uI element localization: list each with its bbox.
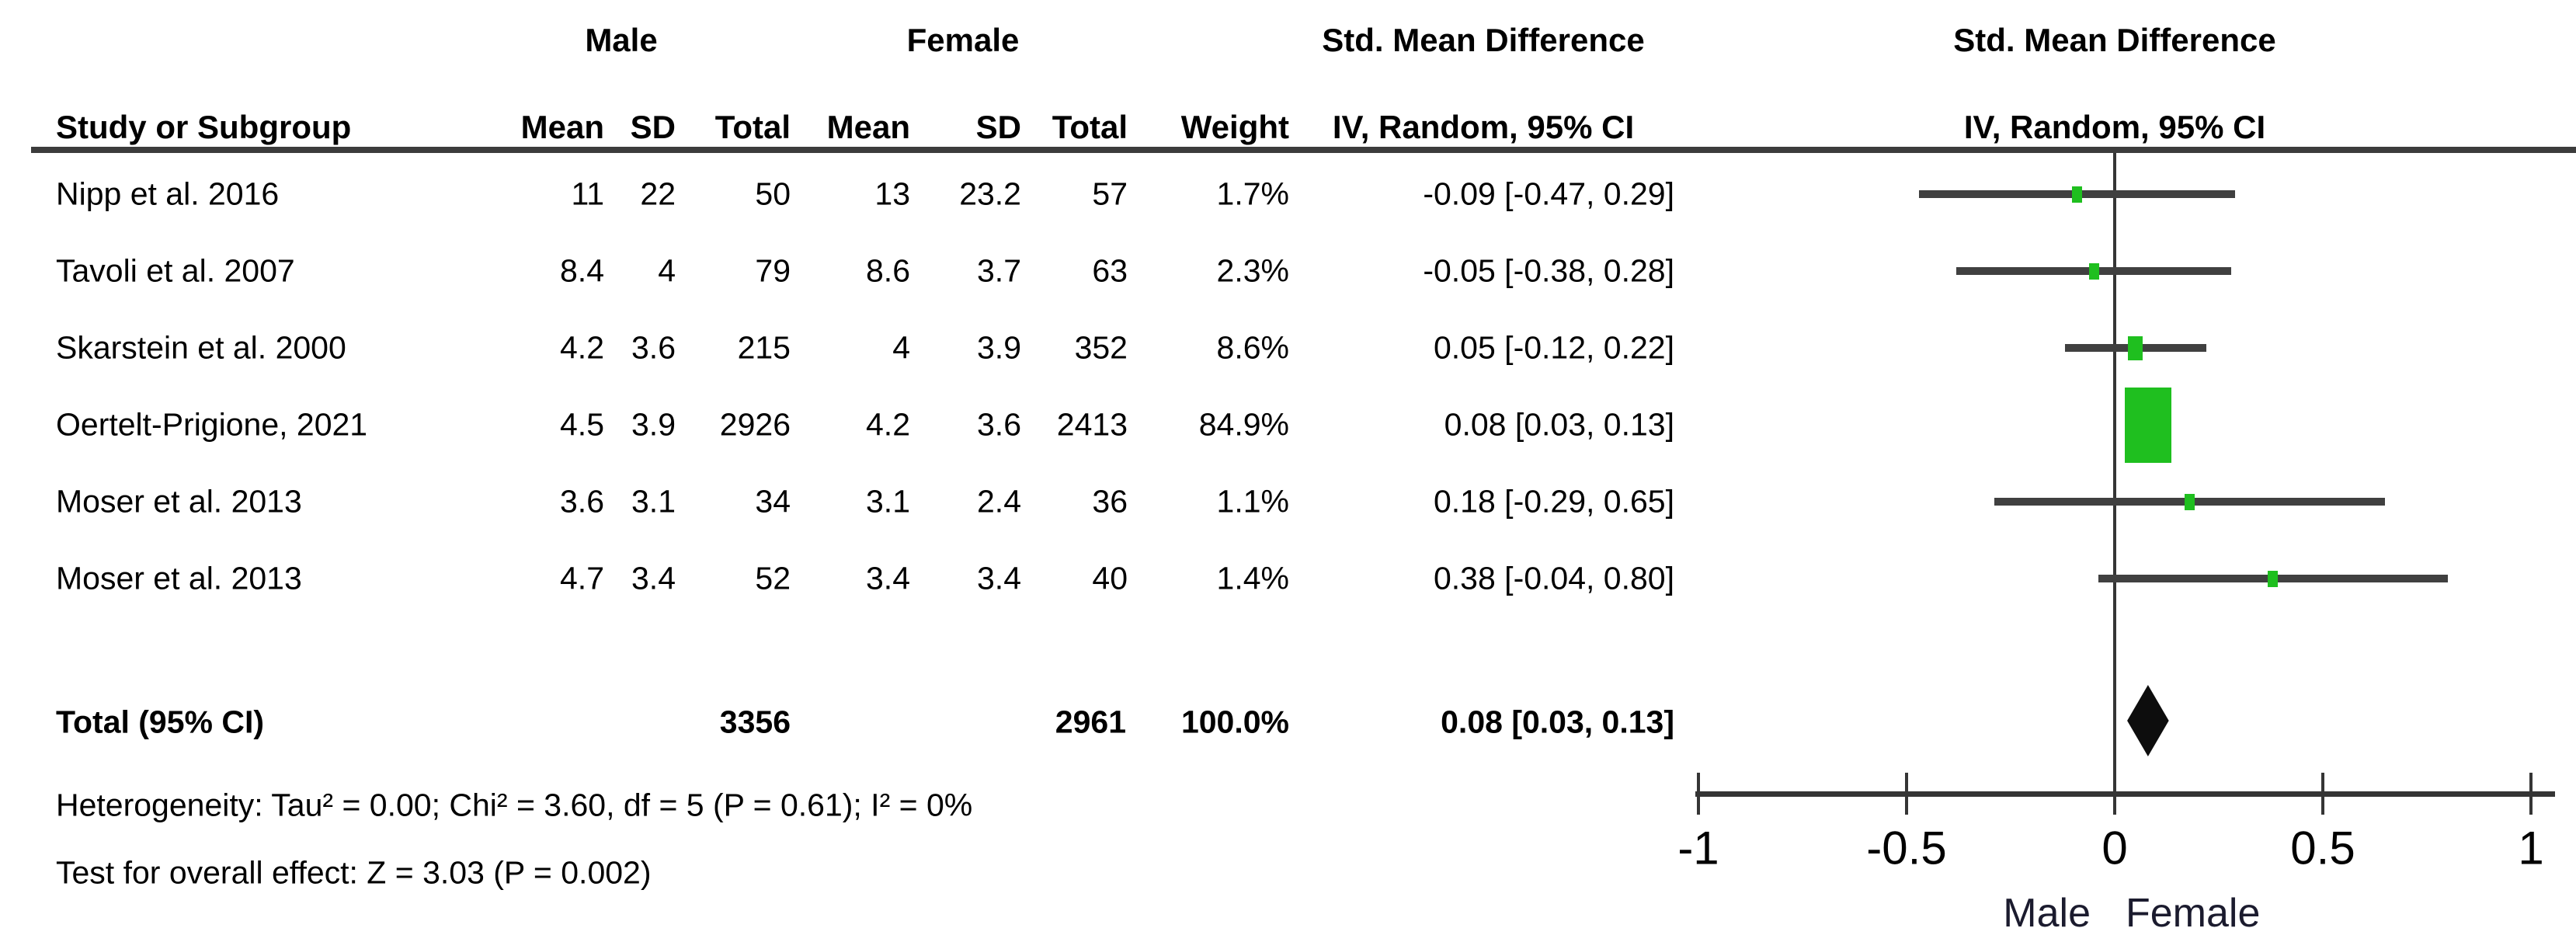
- female-mean-value: 3.4: [866, 560, 910, 596]
- female-mean-value: 8.6: [866, 252, 910, 289]
- ci-text-value: 0.18 [-0.29, 0.65]: [1433, 483, 1674, 520]
- ci-text-value: -0.05 [-0.38, 0.28]: [1423, 252, 1674, 289]
- male-mean-value: 11: [571, 176, 604, 212]
- ci-text-value: 0.38 [-0.04, 0.80]: [1433, 560, 1674, 596]
- x-axis-tick-label: 0: [2101, 822, 2128, 874]
- x-axis-tick: [1697, 773, 1700, 815]
- weight-value: 84.9%: [1198, 406, 1289, 443]
- male-total-value: 2926: [719, 406, 791, 443]
- weight-value: 1.7%: [1216, 176, 1289, 212]
- female-total-value: 63: [1092, 252, 1128, 289]
- study-label: Skarstein et al. 2000: [56, 329, 346, 366]
- x-axis-tick-label: -1: [1677, 822, 1719, 874]
- group1-header: Male: [585, 22, 658, 58]
- male-sd-value: 3.9: [631, 406, 676, 443]
- female-mean-value: 4.2: [866, 406, 910, 443]
- female-total-value: 2413: [1056, 406, 1128, 443]
- axis-right-group-label: Female: [2126, 891, 2261, 936]
- male-sd-value: 3.4: [631, 560, 676, 596]
- study-label: Tavoli et al. 2007: [56, 252, 295, 289]
- ci-text-value: -0.09 [-0.47, 0.29]: [1423, 176, 1674, 212]
- male-mean-value: 8.4: [560, 252, 604, 289]
- male-total-value: 50: [755, 176, 791, 212]
- weight-marker-square: [2124, 387, 2171, 463]
- weight-value: 2.3%: [1216, 252, 1289, 289]
- ci-text-value: 0.08 [0.03, 0.13]: [1444, 406, 1674, 443]
- study-label: Moser et al. 2013: [56, 483, 302, 520]
- male-mean-value: 4.5: [560, 406, 604, 443]
- male-mean-header: Mean: [520, 109, 604, 145]
- weight-marker-square: [2184, 493, 2195, 510]
- method-header-plot-column: IV, Random, 95% CI: [1963, 109, 2266, 145]
- male-total-value: 79: [755, 252, 791, 289]
- female-mean-header: Mean: [826, 109, 910, 145]
- effect-header-text-column: Std. Mean Difference: [1322, 22, 1645, 58]
- female-mean-value: 13: [874, 176, 910, 212]
- header-separator-rule: [31, 147, 2576, 153]
- male-sd-value: 3.6: [631, 329, 676, 366]
- female-total-value: 352: [1074, 329, 1128, 366]
- male-sd-value: 4: [658, 252, 676, 289]
- weight-value: 1.1%: [1216, 483, 1289, 520]
- x-axis-tick: [2529, 773, 2533, 815]
- female-sd-value: 3.9: [977, 329, 1021, 366]
- total-male-n: 3356: [719, 704, 791, 740]
- pooled-effect-diamond: [2127, 685, 2169, 756]
- female-total-header: Total: [1052, 109, 1128, 145]
- male-sd-value: 22: [640, 176, 676, 212]
- male-total-header: Total: [714, 109, 791, 145]
- weight-marker-square: [2088, 262, 2099, 280]
- overall-effect-test: Test for overall effect: Z = 3.03 (P = 0…: [56, 854, 652, 891]
- study-label: Oertelt-Prigione, 2021: [56, 406, 368, 443]
- total-weight: 100.0%: [1180, 704, 1289, 740]
- male-total-value: 34: [755, 483, 791, 520]
- total-row-label: Total (95% CI): [56, 704, 265, 740]
- study-column-header: Study or Subgroup: [56, 109, 352, 145]
- male-total-value: 215: [737, 329, 791, 366]
- x-axis-tick-label: 0.5: [2290, 822, 2355, 874]
- weight-column-header: Weight: [1180, 109, 1289, 145]
- female-sd-value: 3.4: [977, 560, 1021, 596]
- weight-marker-square: [2072, 186, 2083, 203]
- female-total-value: 57: [1092, 176, 1128, 212]
- male-total-value: 52: [755, 560, 791, 596]
- female-sd-value: 23.2: [959, 176, 1021, 212]
- x-axis-tick: [2321, 773, 2324, 815]
- male-mean-value: 3.6: [560, 483, 604, 520]
- study-label: Nipp et al. 2016: [56, 176, 280, 212]
- weight-marker-square: [2128, 335, 2143, 360]
- female-sd-value: 2.4: [977, 483, 1021, 520]
- female-total-value: 36: [1092, 483, 1128, 520]
- male-mean-value: 4.2: [560, 329, 604, 366]
- weight-value: 1.4%: [1216, 560, 1289, 596]
- female-sd-value: 3.6: [977, 406, 1021, 443]
- female-sd-header: SD: [975, 109, 1021, 145]
- total-ci-text: 0.08 [0.03, 0.13]: [1441, 704, 1674, 740]
- male-sd-value: 3.1: [631, 483, 676, 520]
- method-header-text-column: IV, Random, 95% CI: [1332, 109, 1635, 145]
- total-female-n: 2961: [1055, 704, 1126, 740]
- heterogeneity-stats: Heterogeneity: Tau² = 0.00; Chi² = 3.60,…: [56, 787, 973, 823]
- female-total-value: 40: [1092, 560, 1128, 596]
- x-axis-tick: [1905, 773, 1908, 815]
- male-sd-header: SD: [630, 109, 676, 145]
- group2-header: Female: [906, 22, 1020, 58]
- female-sd-value: 3.7: [977, 252, 1021, 289]
- female-mean-value: 3.1: [866, 483, 910, 520]
- x-axis-tick: [2113, 773, 2116, 815]
- study-label: Moser et al. 2013: [56, 560, 302, 596]
- male-mean-value: 4.7: [560, 560, 604, 596]
- x-axis-tick-label: 1: [2518, 822, 2544, 874]
- axis-left-group-label: Male: [2003, 891, 2091, 936]
- x-axis-line: [1695, 791, 2555, 797]
- weight-value: 8.6%: [1216, 329, 1289, 366]
- female-mean-value: 4: [892, 329, 910, 366]
- zero-reference-line: [2113, 153, 2116, 794]
- x-axis-tick-label: -0.5: [1866, 822, 1947, 874]
- effect-header-plot-column: Std. Mean Difference: [1953, 22, 2276, 58]
- ci-text-value: 0.05 [-0.12, 0.22]: [1433, 329, 1674, 366]
- weight-marker-square: [2268, 570, 2279, 587]
